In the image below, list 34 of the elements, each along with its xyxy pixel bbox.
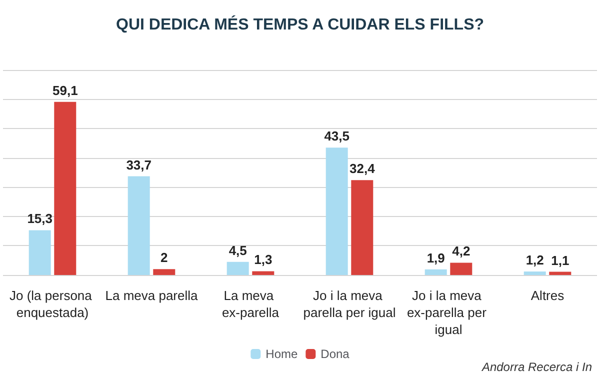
data-label: 4,2	[452, 244, 470, 259]
x-tick-label: Jo i la meva parella per igual	[303, 288, 396, 320]
legend-label: Dona	[320, 347, 350, 361]
data-label: 33,7	[126, 157, 152, 172]
bar	[128, 176, 150, 275]
x-tick-label: La meva parella	[105, 288, 199, 303]
data-label: 1,9	[426, 250, 445, 266]
data-label: 59,1	[52, 82, 78, 98]
x-tick-label: Jo i la meva ex-parella per igual	[406, 288, 490, 337]
data-label: 32,4	[349, 161, 376, 176]
bar	[326, 148, 348, 275]
bar	[549, 272, 572, 275]
bar	[153, 269, 176, 275]
data-label: 15,3	[27, 211, 53, 226]
data-label: 1,1	[551, 252, 570, 268]
x-tick-label: Jo (la persona enquestada)	[10, 288, 96, 320]
bar	[351, 180, 374, 275]
legend-label: Home	[266, 347, 298, 361]
bar	[28, 230, 51, 275]
bar	[424, 269, 447, 275]
x-tick-label: La meva ex-parella	[222, 288, 280, 320]
data-label: 2	[160, 250, 168, 266]
data-label: 1,3	[254, 252, 272, 268]
bar	[252, 271, 274, 275]
chart-title: QUI DEDICA MÉS TEMPS A CUIDAR ELS FILLS?	[116, 14, 484, 34]
text: Andorra Recerca i In	[480, 360, 592, 374]
x-tick-label: Altres	[530, 288, 565, 303]
bar	[54, 102, 76, 275]
bar	[450, 262, 472, 275]
data-label: 43,5	[324, 128, 350, 144]
data-label: 1,2	[526, 252, 544, 268]
bar	[226, 262, 249, 275]
bar	[524, 271, 546, 275]
data-label: 4,5	[228, 242, 247, 258]
